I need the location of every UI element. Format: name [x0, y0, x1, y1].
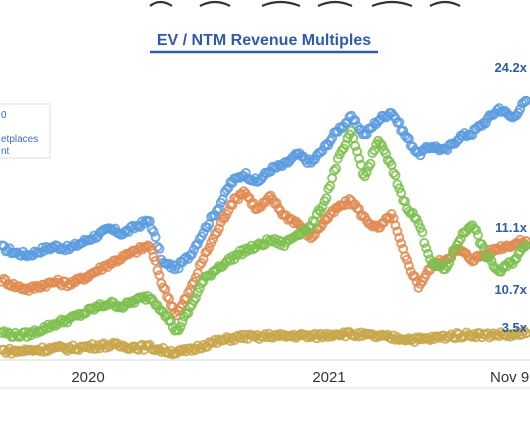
data-point: [302, 332, 313, 343]
data-point: [331, 163, 341, 174]
data-point: [350, 115, 361, 126]
data-point: [478, 242, 489, 253]
chart-title: EV / NTM Revenue Multiples: [157, 32, 371, 49]
data-point: [221, 184, 232, 195]
data-point: [417, 227, 428, 238]
series-4: [0, 326, 530, 360]
data-point: [409, 271, 420, 282]
data-point: [192, 239, 203, 250]
data-point: [150, 255, 161, 266]
data-point: [377, 140, 387, 151]
data-point: [213, 203, 224, 214]
data-point: [48, 319, 59, 329]
data-point: [329, 165, 340, 176]
data-point: [380, 148, 391, 159]
legend-box: 0 etplaces nt: [0, 103, 51, 159]
legend-entry-fragment-2: etplaces: [1, 134, 38, 145]
data-point: [419, 237, 430, 248]
data-point: [154, 243, 165, 254]
data-point: [390, 220, 401, 231]
data-point: [187, 249, 197, 260]
data-point: [392, 226, 403, 237]
data-point: [421, 243, 432, 254]
end-value-label: 11.1x: [495, 220, 528, 235]
series-1: [0, 95, 530, 275]
data-point: [340, 139, 351, 150]
end-value-label: 24.2x: [494, 60, 527, 75]
legend-entry-fragment-1: 0: [1, 110, 7, 121]
data-point: [204, 242, 215, 253]
data-point: [423, 248, 434, 259]
data-point: [190, 293, 201, 303]
data-point: [394, 232, 405, 243]
data-point: [271, 198, 282, 208]
legend-entry-fragment-3: nt: [1, 146, 10, 157]
data-point: [388, 168, 399, 178]
data-point: [317, 201, 328, 212]
data-point: [480, 118, 491, 129]
data-point: [369, 145, 380, 156]
data-point: [402, 254, 412, 265]
cropped-top-heading: [149, 0, 461, 8]
data-point: [519, 326, 530, 336]
legend-frame: [0, 103, 51, 159]
data-point: [307, 231, 318, 242]
data-point: [486, 255, 497, 266]
data-point: [444, 331, 455, 342]
x-tick-label-2020: 2020: [71, 369, 104, 386]
data-point: [403, 260, 414, 271]
data-point: [354, 153, 364, 164]
data-point: [177, 316, 188, 327]
data-point: [473, 230, 483, 241]
data-point: [365, 158, 376, 169]
data-point: [183, 308, 194, 319]
data-point: [321, 193, 332, 204]
end-labels: 24.2x 11.1x 10.7x 3.5x: [494, 60, 527, 335]
data-point: [158, 282, 169, 293]
data-point: [521, 328, 530, 339]
data-point: [361, 167, 372, 177]
series-3: [0, 125, 530, 343]
data-point: [162, 291, 173, 302]
data-point: [29, 246, 40, 257]
data-point: [212, 205, 222, 216]
end-value-label: 3.5x: [502, 320, 528, 335]
data-point: [213, 223, 224, 234]
data-point: [350, 141, 361, 151]
data-point: [165, 316, 176, 327]
x-tick-label-2021: 2021: [312, 369, 345, 386]
data-point: [394, 183, 405, 194]
data-point: [288, 218, 299, 229]
data-point: [152, 265, 163, 276]
data-point: [471, 225, 482, 236]
data-point: [315, 206, 326, 217]
data-point: [396, 238, 407, 249]
end-value-label: 10.7x: [494, 282, 527, 297]
data-point: [390, 170, 401, 181]
data-point: [411, 214, 422, 224]
data-point: [511, 253, 522, 264]
data-point: [175, 321, 186, 332]
data-point: [521, 240, 530, 251]
x-tick-label-nov9: Nov 9: [490, 369, 529, 386]
plot-area: [0, 95, 530, 360]
data-point: [521, 95, 530, 106]
data-point: [444, 257, 455, 268]
data-point: [148, 226, 159, 237]
data-point: [150, 232, 161, 243]
data-point: [519, 242, 530, 253]
